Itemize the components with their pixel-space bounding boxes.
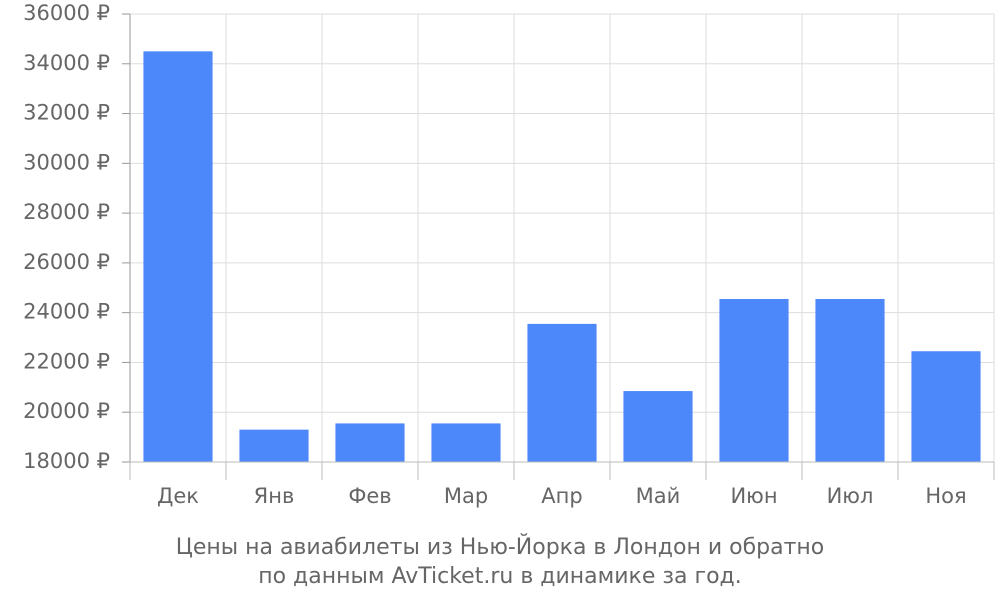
x-tick-label: Янв xyxy=(254,484,295,508)
x-tick-label: Июн xyxy=(730,484,777,508)
x-tick-label: Май xyxy=(636,484,681,508)
y-tick-label: 22000 ₽ xyxy=(23,349,110,373)
bar xyxy=(815,298,885,462)
chart-subtitle: по данным AvTicket.ru в динамике за год. xyxy=(258,564,742,589)
y-tick-label: 36000 ₽ xyxy=(23,1,110,25)
bar xyxy=(431,423,501,462)
chart-title: Цены на авиабилеты из Нью-Йорка в Лондон… xyxy=(176,534,825,560)
y-tick-label: 30000 ₽ xyxy=(23,150,110,174)
y-tick-label: 32000 ₽ xyxy=(23,101,110,125)
bar xyxy=(527,323,597,462)
bar xyxy=(335,423,405,462)
y-tick-label: 20000 ₽ xyxy=(23,399,110,423)
y-tick-label: 18000 ₽ xyxy=(23,449,110,473)
x-tick-label: Фев xyxy=(348,484,391,508)
x-tick-label: Июл xyxy=(827,484,874,508)
bar xyxy=(911,351,981,462)
x-tick-label: Дек xyxy=(157,484,199,508)
y-tick-label: 28000 ₽ xyxy=(23,200,110,224)
bar xyxy=(623,391,693,462)
x-tick-label: Мар xyxy=(444,484,488,508)
bar xyxy=(143,51,213,462)
y-tick-label: 34000 ₽ xyxy=(23,51,110,75)
y-tick-label: 24000 ₽ xyxy=(23,300,110,324)
bar xyxy=(239,429,309,462)
y-tick-label: 26000 ₽ xyxy=(23,250,110,274)
x-tick-label: Ноя xyxy=(925,484,966,508)
x-tick-label: Апр xyxy=(541,484,582,508)
bar xyxy=(719,298,789,462)
